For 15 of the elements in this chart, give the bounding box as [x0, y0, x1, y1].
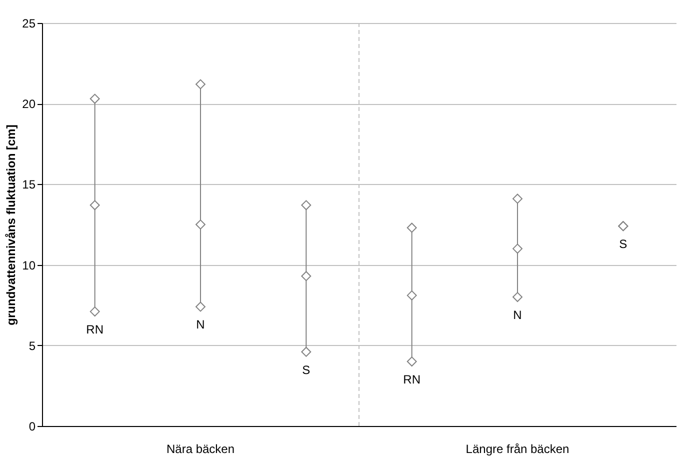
data-label: S [302, 362, 310, 377]
data-label: RN [86, 322, 104, 337]
data-label: N [513, 308, 522, 322]
data-label: RN [403, 372, 421, 387]
y-tick-label: 15 [22, 178, 36, 192]
text: Längre från bäcken [466, 442, 570, 456]
y-tick-label: 0 [28, 420, 36, 434]
y-tick-label: 5 [28, 338, 36, 353]
y-tick-label: 10 [22, 258, 36, 272]
y-tick-label: 25 [22, 16, 36, 30]
text: Nära bäcken [166, 442, 235, 456]
y-tick-label: 20 [22, 97, 36, 112]
y-axis-title: grundvattennivåns fluktuation [cm] [4, 124, 18, 326]
data-label: N [196, 318, 205, 332]
data-label: S [619, 237, 628, 252]
